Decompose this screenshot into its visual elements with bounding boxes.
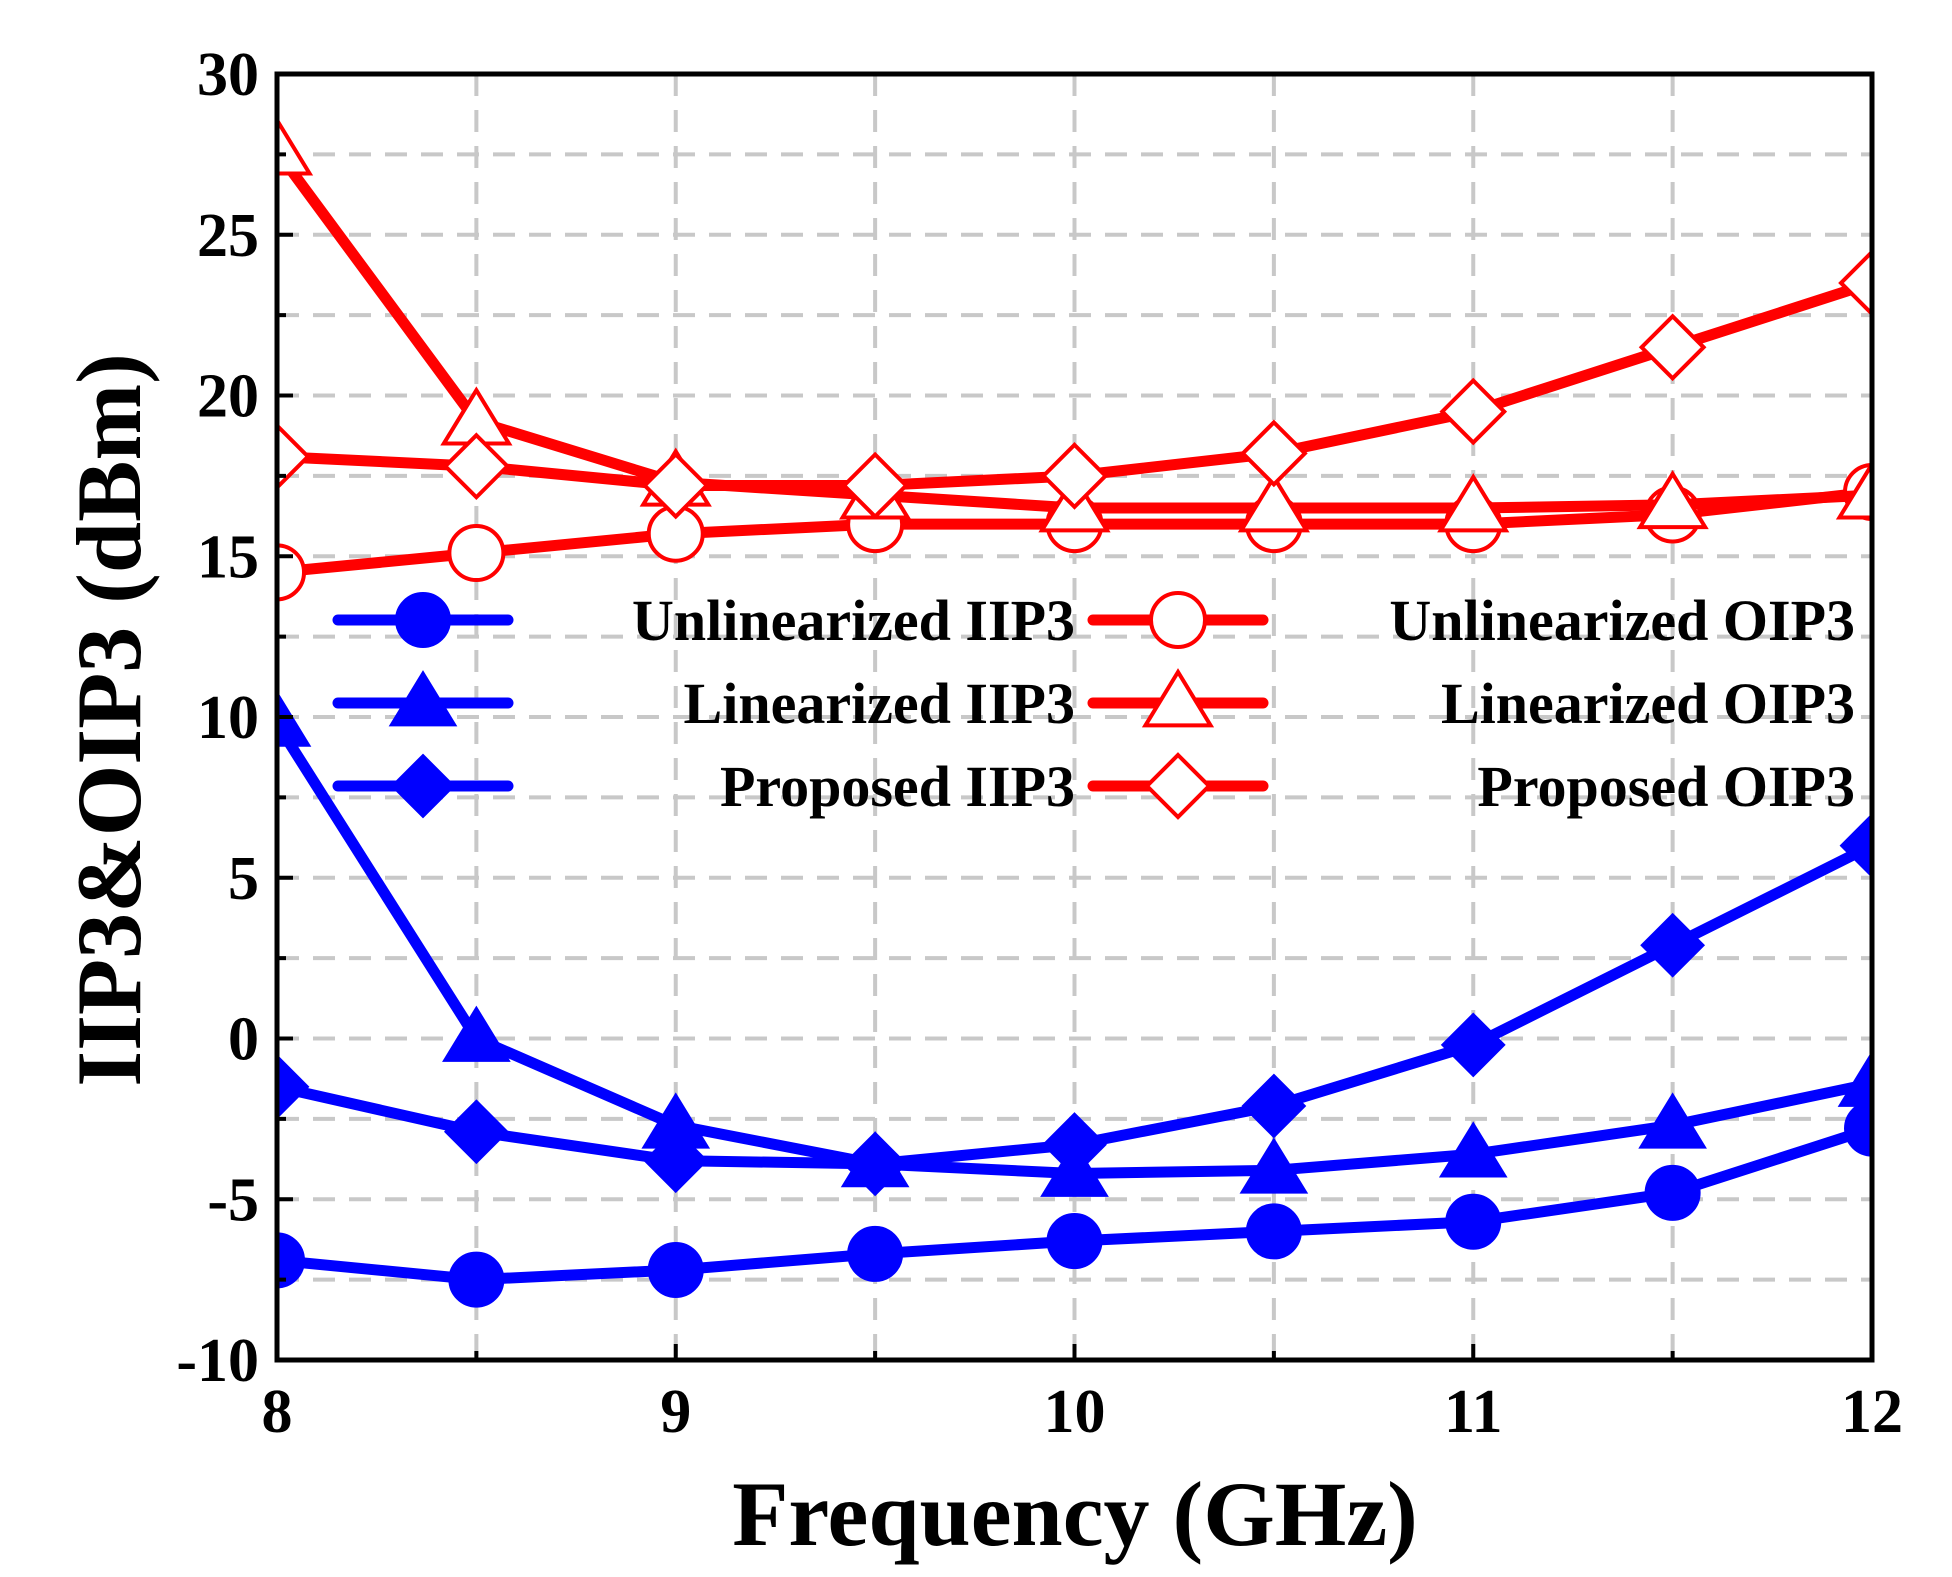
x-tick-label: 10	[1044, 1378, 1106, 1446]
legend-marker	[1141, 668, 1215, 728]
data-point	[277, 116, 314, 176]
data-point	[442, 1005, 511, 1062]
data-point	[847, 1225, 904, 1282]
y-tick-label: 30	[197, 41, 259, 109]
data-point	[842, 1131, 908, 1197]
legend-item-proposed-iip3: Proposed IIP3	[332, 753, 1075, 819]
data-point	[448, 1251, 505, 1308]
data-point	[1040, 442, 1109, 510]
data-point	[443, 1099, 509, 1165]
y-tick-label: 5	[228, 845, 259, 913]
legend-marker	[390, 753, 456, 819]
series-proposed-oip3	[277, 249, 1872, 520]
y-tick-label: -10	[176, 1327, 259, 1395]
series-proposed-iip3	[277, 813, 1872, 1197]
data-point	[277, 543, 306, 602]
y-axis-title: IIP3&OIP3 (dBm)	[58, 353, 160, 1086]
y-tick-label: 15	[197, 523, 259, 591]
data-point	[277, 1232, 305, 1289]
data-point	[1844, 1100, 1872, 1157]
data-point	[1638, 1092, 1707, 1149]
data-point	[841, 451, 909, 520]
series-unlinearized-iip3	[277, 1100, 1872, 1308]
data-point	[1046, 1213, 1103, 1270]
legend-item-proposed-oip3: Proposed OIP3	[1087, 752, 1855, 820]
data-point	[1640, 912, 1706, 978]
y-tick-label: 10	[197, 684, 259, 752]
series-lines	[277, 116, 1872, 1308]
data-point	[1237, 473, 1310, 533]
legend-label: Proposed OIP3	[1477, 754, 1855, 819]
x-tick-label: 8	[262, 1378, 293, 1446]
y-tick-label: -5	[207, 1166, 259, 1234]
legend-item-linearized-oip3: Linearized OIP3	[1087, 668, 1855, 736]
data-point	[1440, 1012, 1506, 1078]
data-point	[447, 524, 506, 583]
data-point	[1636, 469, 1709, 530]
data-point	[442, 432, 511, 501]
legend-marker	[1144, 752, 1212, 820]
legend-marker	[1149, 591, 1207, 649]
data-point	[1241, 1073, 1307, 1139]
data-point	[647, 1241, 704, 1298]
legend-item-unlinearized-iip3: Unlinearized IIP3	[332, 588, 1075, 653]
data-point	[1239, 1137, 1309, 1194]
legend-label: Linearized OIP3	[1441, 671, 1855, 736]
data-point	[1245, 1203, 1302, 1260]
legend-item-linearized-iip3: Linearized IIP3	[332, 670, 1075, 736]
x-tick-label: 12	[1841, 1378, 1903, 1446]
legend-label: Proposed IIP3	[720, 754, 1075, 819]
legend-label: Unlinearized OIP3	[1389, 588, 1855, 653]
data-point	[643, 1128, 709, 1194]
data-point	[1839, 813, 1872, 879]
y-tick-label: 0	[228, 1006, 259, 1074]
data-point	[277, 422, 311, 491]
x-tick-label: 11	[1444, 1378, 1503, 1446]
legend-item-unlinearized-oip3: Unlinearized OIP3	[1087, 588, 1855, 653]
data-point	[1835, 460, 1872, 520]
x-axis-title: Frequency (GHz)	[732, 1463, 1418, 1565]
legend-marker	[395, 592, 451, 648]
data-point	[1042, 1112, 1107, 1178]
plot-frame	[274, 71, 1875, 1363]
y-tick-label: 25	[197, 202, 259, 270]
data-point	[277, 690, 312, 747]
legend-label: Unlinearized IIP3	[632, 588, 1075, 653]
x-tick-label: 9	[660, 1378, 691, 1446]
data-point	[1240, 419, 1308, 488]
data-point	[1638, 313, 1707, 382]
data-point	[1445, 1193, 1502, 1250]
data-point	[1439, 377, 1508, 446]
data-point	[277, 1054, 310, 1120]
data-point	[1438, 1121, 1508, 1178]
y-tick-label: 20	[197, 363, 259, 431]
data-point	[1838, 249, 1872, 317]
legend-label: Linearized IIP3	[684, 671, 1075, 736]
data-point	[1437, 473, 1510, 533]
data-point	[1644, 1164, 1701, 1221]
legend: Unlinearized IIP3 Linearized IIP3 Proposed…	[332, 588, 1855, 820]
legend-marker	[388, 670, 458, 727]
data-point	[641, 451, 710, 520]
tick-labels: -10 -5 0 5 10 15 20 25 30 8 9 10 11 12	[176, 41, 1903, 1446]
data-point	[1837, 1050, 1872, 1107]
